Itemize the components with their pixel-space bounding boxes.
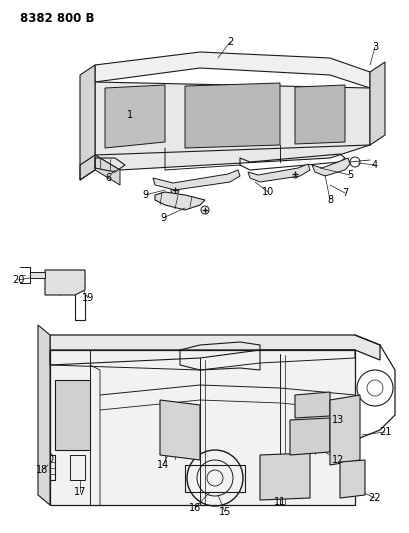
Text: 4: 4 (371, 160, 377, 170)
Text: 19: 19 (82, 293, 94, 303)
Text: 7: 7 (341, 188, 347, 198)
Polygon shape (105, 85, 164, 148)
Polygon shape (45, 270, 85, 295)
Text: 1: 1 (127, 110, 133, 120)
Text: 5: 5 (346, 170, 352, 180)
Polygon shape (38, 325, 50, 505)
Polygon shape (95, 155, 120, 185)
Text: 13: 13 (331, 415, 343, 425)
Text: 21: 21 (378, 427, 390, 437)
Text: 10: 10 (261, 187, 274, 197)
Polygon shape (294, 392, 329, 418)
Polygon shape (155, 192, 204, 210)
Polygon shape (329, 395, 359, 465)
Text: 3: 3 (371, 42, 377, 52)
Polygon shape (80, 65, 95, 180)
Text: 17: 17 (74, 487, 86, 497)
Text: 6: 6 (105, 173, 111, 183)
Polygon shape (153, 170, 239, 190)
Text: 16: 16 (189, 503, 201, 513)
Text: 22: 22 (368, 493, 380, 503)
Polygon shape (369, 62, 384, 145)
Polygon shape (50, 350, 354, 505)
Polygon shape (184, 83, 279, 148)
Polygon shape (50, 335, 379, 360)
Polygon shape (95, 52, 369, 88)
Polygon shape (160, 400, 200, 460)
Text: 12: 12 (331, 455, 343, 465)
Text: 8: 8 (326, 195, 332, 205)
Text: 14: 14 (157, 460, 169, 470)
Text: 15: 15 (218, 507, 231, 517)
Polygon shape (247, 164, 309, 182)
Text: 2: 2 (226, 37, 233, 47)
Polygon shape (289, 418, 329, 455)
Polygon shape (95, 82, 369, 170)
Polygon shape (339, 460, 364, 498)
Text: 9: 9 (142, 190, 148, 200)
Polygon shape (311, 158, 349, 176)
Text: 18: 18 (36, 465, 48, 475)
Text: 9: 9 (160, 213, 166, 223)
Text: 11: 11 (273, 497, 285, 507)
Polygon shape (294, 85, 344, 144)
Polygon shape (259, 453, 309, 500)
Polygon shape (55, 380, 90, 450)
Text: 20: 20 (12, 275, 24, 285)
Polygon shape (30, 272, 45, 278)
Text: 8382 800 B: 8382 800 B (20, 12, 94, 25)
